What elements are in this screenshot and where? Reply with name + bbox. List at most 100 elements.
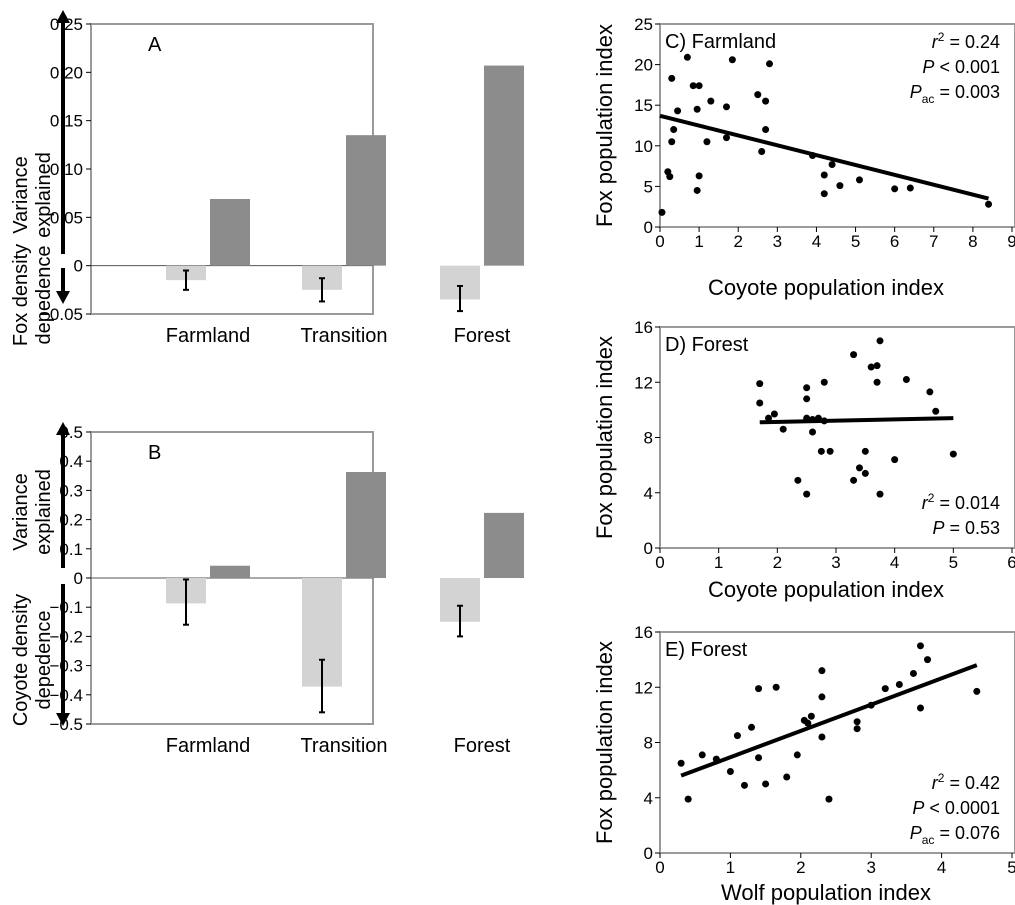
y-tick-label: 12: [634, 678, 653, 697]
bar-variance-farmland: [210, 198, 250, 266]
x-tick-label: 2: [773, 553, 782, 572]
data-point: [807, 712, 815, 720]
y-tick-label: −0.2: [49, 627, 83, 646]
data-point: [693, 105, 701, 113]
data-point: [793, 751, 801, 759]
regression-line: [759, 416, 954, 425]
side-label-dependence: Coyote density: [10, 594, 32, 726]
regression-line: [659, 113, 990, 201]
data-point: [891, 185, 899, 193]
x-tick-label: 6: [1007, 553, 1015, 572]
data-point: [668, 138, 676, 146]
side-label-dependence: depedence: [33, 246, 55, 345]
x-tick-label: 5: [851, 232, 860, 251]
data-point: [909, 669, 917, 677]
side-label-dependence: depedence: [33, 611, 55, 710]
y-tick-label: −0.1: [49, 598, 83, 617]
x-tick-label: 0: [655, 858, 664, 877]
data-point: [867, 363, 875, 371]
stat-line: P = 0.53: [932, 518, 1000, 538]
panel-label: D) Forest: [665, 334, 749, 356]
stat-line: r2 = 0.014: [922, 491, 1000, 513]
data-point: [684, 795, 692, 803]
data-point: [703, 138, 711, 146]
y-tick-label: 0: [74, 257, 83, 276]
stat-line: P < 0.0001: [912, 798, 1000, 818]
data-point: [683, 53, 691, 61]
y-axis-label: Fox population index: [592, 641, 617, 844]
data-point: [722, 134, 730, 142]
bar-variance-farmland: [210, 565, 250, 578]
data-point: [820, 190, 828, 198]
data-point: [765, 414, 773, 422]
data-point: [949, 450, 957, 458]
x-axis-label: Coyote population index: [708, 577, 944, 602]
x-tick-label: 3: [831, 553, 840, 572]
x-category-label: Farmland: [166, 735, 250, 757]
bar-variance-transition: [346, 135, 386, 266]
data-point: [916, 642, 924, 650]
x-tick-label: 4: [890, 553, 899, 572]
side-label-variance: Variance: [10, 156, 32, 233]
data-point: [817, 447, 825, 455]
x-axis-label: Wolf population index: [721, 880, 931, 905]
data-point: [677, 759, 685, 767]
data-point: [803, 414, 811, 422]
data-point: [666, 173, 674, 181]
data-point: [855, 176, 863, 184]
data-point: [804, 719, 812, 727]
y-tick-label: 10: [634, 137, 653, 156]
data-point: [861, 469, 869, 477]
stat-line: P < 0.001: [922, 57, 1000, 77]
plot-frame-C: [659, 23, 1015, 228]
x-tick-label: 4: [812, 232, 821, 251]
y-tick-label: 5: [644, 177, 653, 196]
data-point: [693, 186, 701, 194]
data-point: [850, 476, 858, 484]
data-point: [932, 407, 940, 415]
y-tick-label: 15: [634, 96, 653, 115]
data-point: [906, 184, 914, 192]
data-point: [707, 97, 715, 105]
x-category-label: Forest: [454, 735, 511, 757]
x-tick-label: 1: [694, 232, 703, 251]
panel-label: A: [148, 34, 162, 56]
data-point: [873, 378, 881, 386]
data-point: [803, 490, 811, 498]
y-tick-label: 8: [644, 429, 653, 448]
data-point: [674, 107, 682, 115]
data-point: [803, 395, 811, 403]
x-tick-label: 0: [655, 232, 664, 251]
data-point: [985, 200, 993, 208]
x-tick-label: 5: [1007, 858, 1015, 877]
y-tick-label: −0.3: [49, 657, 83, 676]
x-tick-label: 1: [726, 858, 735, 877]
arrow-head-up: [56, 422, 70, 435]
data-point: [794, 476, 802, 484]
data-point: [748, 723, 756, 731]
data-point: [826, 447, 834, 455]
y-tick-label: 16: [634, 318, 653, 337]
side-label-variance: explained: [33, 152, 55, 238]
side-label-variance: explained: [33, 469, 55, 555]
y-tick-label: 0.4: [59, 452, 83, 471]
x-tick-label: 3: [866, 858, 875, 877]
side-label-dependence: Fox density: [10, 244, 32, 346]
y-tick-label: 4: [644, 789, 653, 808]
x-category-label: Transition: [300, 325, 387, 347]
data-point: [825, 795, 833, 803]
data-point: [766, 60, 774, 68]
x-tick-label: 7: [929, 232, 938, 251]
y-tick-label: 20: [634, 56, 653, 75]
arrow-head-down: [56, 291, 70, 304]
data-point: [916, 704, 924, 712]
x-tick-label: 2: [796, 858, 805, 877]
plot-frame-D: [659, 326, 1015, 549]
y-tick-label: 0: [644, 539, 653, 558]
data-point: [809, 152, 817, 160]
data-point: [836, 182, 844, 190]
data-point: [803, 384, 811, 392]
side-label-variance: Variance: [10, 473, 32, 550]
x-category-label: Farmland: [166, 325, 250, 347]
